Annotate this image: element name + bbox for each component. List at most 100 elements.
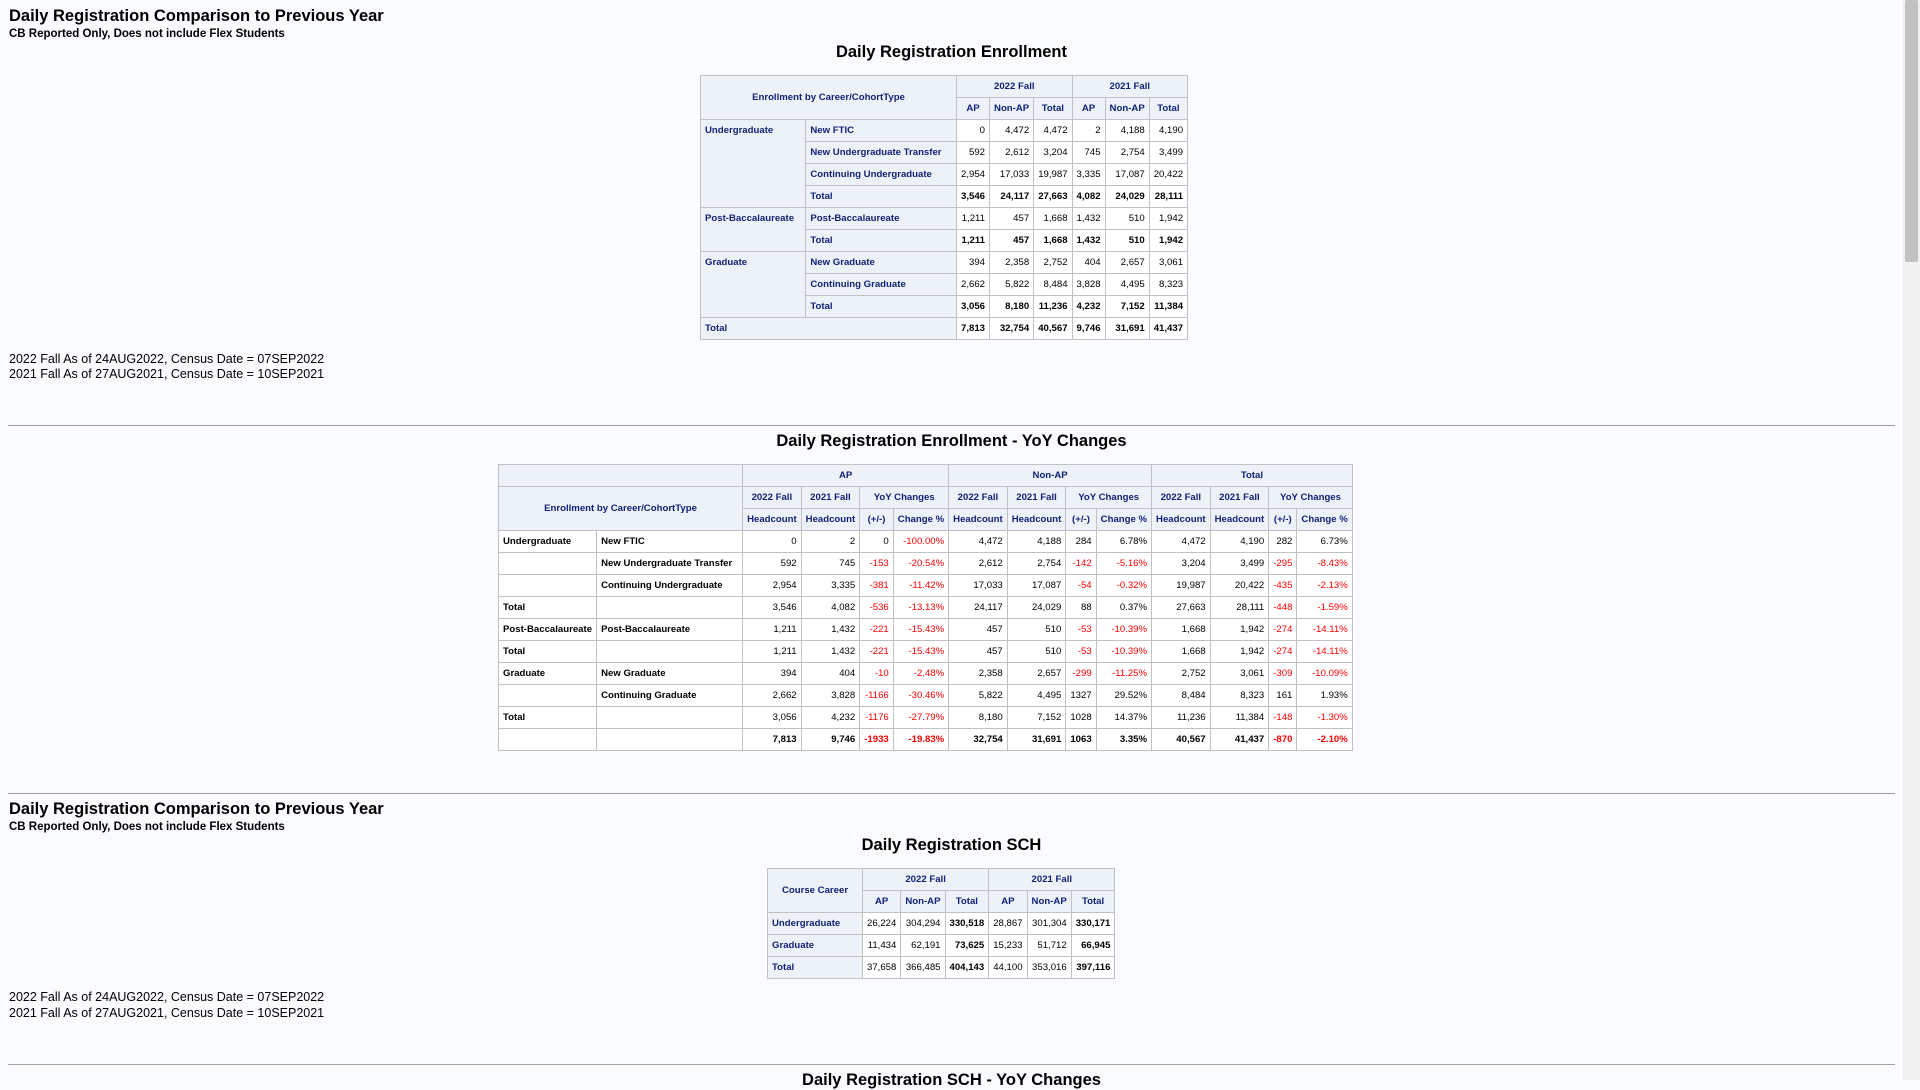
table-cell: 1,432 — [800, 640, 861, 663]
table-cell: 11,384 — [1209, 706, 1270, 729]
table-cell: 29.52% — [1095, 684, 1153, 707]
table-cell: 0 — [742, 530, 802, 553]
row-header-type: Continuing Graduate — [596, 684, 744, 707]
table-cell: 5,822 — [989, 273, 1035, 296]
table-cell: -10.39% — [1095, 618, 1153, 641]
period-header: 2022 Fall — [861, 868, 990, 891]
table-cell: 745 — [1071, 141, 1106, 164]
sch-note-2022: 2022 Fall As of 24AUG2022, Census Date =… — [9, 990, 325, 1004]
table-row: Continuing Undergraduate 2,954 3,335 -381 -1… — [497, 574, 1353, 597]
table-cell: -10.09% — [1296, 662, 1353, 685]
yoy-changes-table: AP Non-AP Total Enrollment by Career/Cohort… — [497, 464, 1353, 751]
table-cell: 3,499 — [1209, 552, 1270, 575]
row-header-type: Continuing Undergraduate — [596, 574, 744, 597]
table-cell: 3,056 — [742, 706, 802, 729]
row-header-career — [497, 574, 598, 597]
table-row: 7,813 9,746 -1933 -19.83% 32,754 31,691 1063 3.… — [497, 728, 1353, 751]
table-cell: -20.54% — [892, 552, 950, 575]
table-cell: 3,061 — [1209, 662, 1270, 685]
leaf-header: Headcount — [1151, 508, 1211, 531]
header-row: Enrollment by Career/CohortType 2022 Fall… — [497, 486, 1353, 531]
table-cell: 1,668 — [1151, 640, 1211, 663]
header-row: AP Non-AP Total AP Non-AP Total — [768, 890, 1116, 913]
table-cell: -10.39% — [1095, 640, 1153, 663]
table-cell: 2,662 — [955, 273, 991, 296]
table-cell: 282 — [1268, 530, 1298, 553]
subheader: 2021 Fall — [1209, 486, 1270, 509]
table-cell: 51,712 — [1026, 934, 1072, 957]
table-cell: -15.43% — [892, 640, 950, 663]
section-divider — [8, 425, 1895, 426]
group-header: AP — [742, 464, 950, 487]
table-cell: -30.46% — [892, 684, 950, 707]
row-header-career: Post-Baccalaureate — [699, 207, 807, 252]
table-cell: -2.48% — [892, 662, 950, 685]
leaf-header: Headcount — [948, 508, 1008, 531]
table-cell: 1,668 — [1033, 207, 1073, 230]
table-cell: 2 — [800, 530, 861, 553]
table-cell: -274 — [1268, 640, 1298, 663]
table-cell: 2,662 — [742, 684, 802, 707]
table-cell: 27,663 — [1033, 185, 1073, 208]
table-cell: -274 — [1268, 618, 1298, 641]
table-cell: 1,211 — [742, 640, 802, 663]
report-subtitle: CB Reported Only, Does not include Flex … — [9, 28, 285, 40]
table-cell: 2,752 — [1033, 251, 1073, 274]
row-header-career: Undergraduate — [767, 912, 863, 935]
scrollbar-thumb[interactable] — [1905, 0, 1918, 262]
group-header: Non-AP — [948, 464, 1153, 487]
table-cell: 4,472 — [1033, 119, 1073, 142]
table-cell: 1,432 — [1071, 229, 1106, 252]
table-cell: 404 — [1071, 251, 1106, 274]
column-header: AP — [861, 890, 902, 913]
table-row: Post-Baccalaureate Post-Baccalaureate 1,21… — [497, 618, 1353, 641]
table-cell: 2 — [1071, 119, 1106, 142]
table-row: New Undergraduate Transfer 592 745 -153 -20.… — [497, 552, 1353, 575]
period-header: 2021 Fall — [988, 868, 1116, 891]
table-cell: 3.35% — [1095, 728, 1153, 751]
table-cell: 404 — [800, 662, 861, 685]
row-header-type: New FTIC — [805, 119, 957, 142]
leaf-header: Headcount — [742, 508, 802, 531]
column-header: Non-AP — [1104, 97, 1150, 120]
table-cell: 11,384 — [1148, 295, 1189, 318]
table-cell: 457 — [948, 618, 1008, 641]
corner-label: Enrollment by Career/CohortType — [700, 75, 957, 120]
report-title-2: Daily Registration Comparison to Previou… — [9, 800, 384, 818]
table-cell: 1028 — [1065, 706, 1097, 729]
row-header-career — [497, 684, 598, 707]
column-header: Total — [1070, 890, 1116, 913]
table-cell: 8,180 — [948, 706, 1008, 729]
table-cell: 4,495 — [1006, 684, 1067, 707]
row-header-type: New FTIC — [596, 530, 744, 553]
section-divider — [8, 793, 1895, 794]
table-cell: 3,056 — [955, 295, 991, 318]
table-row: Total 1,211 1,432 -221 -15.43% 457 510 -53 -10.3… — [497, 640, 1353, 663]
table-cell: 15,233 — [988, 934, 1028, 957]
table-cell: 4,232 — [1071, 295, 1106, 318]
leaf-header: Change % — [1296, 508, 1353, 531]
table-cell: 4,472 — [989, 119, 1035, 142]
table-cell: 0 — [859, 530, 894, 553]
table-cell: 31,691 — [1006, 728, 1067, 751]
table-cell: 4,472 — [948, 530, 1008, 553]
corner-label: Enrollment by Career/CohortType — [497, 486, 744, 531]
table-cell: 1.93% — [1296, 684, 1353, 707]
table-cell: -13.13% — [892, 596, 950, 619]
table-cell: 3,335 — [800, 574, 861, 597]
table-cell: 20,422 — [1148, 163, 1189, 186]
table-cell: 394 — [742, 662, 802, 685]
table-cell: 4,190 — [1209, 530, 1270, 553]
row-header-type: New Undergraduate Transfer — [596, 552, 744, 575]
table-cell: -14.11% — [1296, 618, 1353, 641]
table-cell: -8.43% — [1296, 552, 1353, 575]
corner-label: Course Career — [767, 868, 863, 913]
vertical-scrollbar[interactable] — [1903, 0, 1920, 1080]
row-header-type — [596, 706, 744, 729]
table-cell: 394 — [955, 251, 991, 274]
table-cell: 397,116 — [1070, 956, 1116, 979]
row-header-career: Post-Baccalaureate — [497, 618, 598, 641]
table-cell: 1,211 — [955, 207, 991, 230]
table-cell: 0.37% — [1095, 596, 1153, 619]
section-divider — [8, 1064, 1895, 1065]
